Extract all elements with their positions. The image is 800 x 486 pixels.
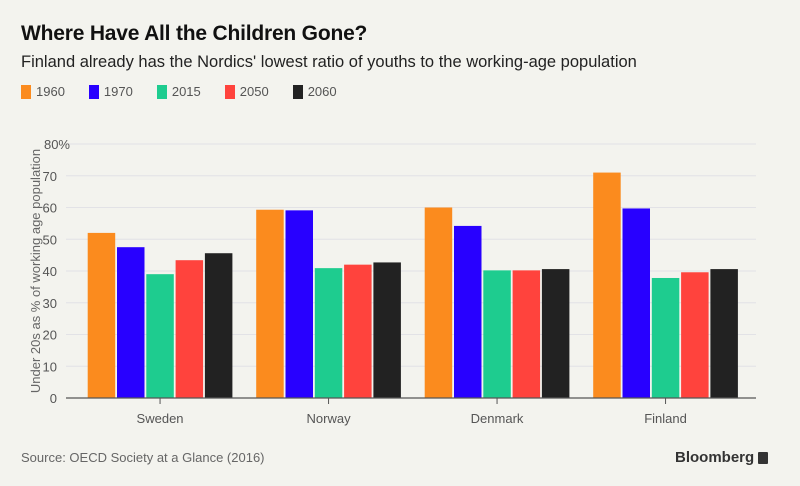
legend-label: 1970 <box>103 84 133 99</box>
legend-swatch <box>292 84 303 99</box>
bar-1970-finland <box>622 208 650 398</box>
brand-logo: Bloomberg <box>675 449 769 466</box>
bar-2015-denmark <box>483 270 511 398</box>
bar-1960-norway <box>256 209 284 398</box>
y-tick-label: 20 <box>43 328 57 343</box>
bar-2060-denmark <box>541 269 570 398</box>
bar-2060-sweden <box>204 253 233 398</box>
x-tick-label: Finland <box>644 411 687 426</box>
bar-1970-sweden <box>117 247 145 398</box>
legend-swatch <box>224 84 235 99</box>
bar-1970-denmark <box>454 225 482 398</box>
x-tick-label: Sweden <box>137 411 184 426</box>
legend-swatch <box>156 84 167 99</box>
legend-label: 2050 <box>239 84 269 99</box>
bar-2050-finland <box>681 272 709 398</box>
y-tick-label: 10 <box>43 359 57 374</box>
x-tick-label: Denmark <box>471 411 524 426</box>
bar-2015-finland <box>651 277 680 398</box>
y-tick-label: 80% <box>44 137 70 152</box>
legend-swatch <box>88 84 99 99</box>
legend-swatch <box>21 84 31 99</box>
legend-label: 1960 <box>36 84 65 99</box>
source-note: Source: OECD Society at a Glance (2016) <box>21 450 265 465</box>
bar-2050-norway <box>344 264 372 398</box>
y-tick-label: 40 <box>43 264 57 279</box>
y-tick-label: 30 <box>43 296 57 311</box>
legend-item: 2050 <box>224 84 269 99</box>
bar-2060-finland <box>710 269 738 398</box>
legend-item: 1960 <box>21 84 65 99</box>
legend-item: 1970 <box>88 84 133 99</box>
bar-2050-sweden <box>175 260 204 398</box>
legend-label: 2060 <box>307 84 337 99</box>
chart-title: Where Have All the Children Gone? <box>21 22 368 45</box>
bar-1960-denmark <box>424 207 453 398</box>
bar-2060-norway <box>373 262 401 398</box>
y-tick-label: 70 <box>43 169 57 184</box>
y-axis-label: Under 20s as % of working age population <box>28 149 43 393</box>
x-axis-ticks: Sweden Norway Denmark Finland <box>137 398 687 426</box>
brand-name: Bloomberg <box>675 449 755 466</box>
bar-2015-sweden <box>146 274 174 398</box>
bloomberg-chart-icon <box>758 451 769 464</box>
y-tick-label: 60 <box>43 201 57 216</box>
chart-subtitle: Finland already has the Nordics' lowest … <box>21 53 637 71</box>
x-tick-label: Norway <box>307 411 352 426</box>
legend-label: 2015 <box>171 84 201 99</box>
legend-item: 2015 <box>156 84 201 99</box>
bar-1960-sweden <box>87 232 116 398</box>
legend: 1960 1970 2015 2050 2060 <box>21 84 361 99</box>
y-axis-ticks: 0 10 20 30 40 50 60 70 80% <box>43 137 71 406</box>
bar-1960-finland <box>593 172 621 398</box>
bar-2015-norway <box>314 268 343 398</box>
y-tick-label: 0 <box>50 391 57 406</box>
bars <box>87 172 738 398</box>
legend-item: 2060 <box>292 84 337 99</box>
y-tick-label: 50 <box>43 232 57 247</box>
bar-2050-denmark <box>512 270 541 398</box>
bar-1970-norway <box>285 210 313 398</box>
